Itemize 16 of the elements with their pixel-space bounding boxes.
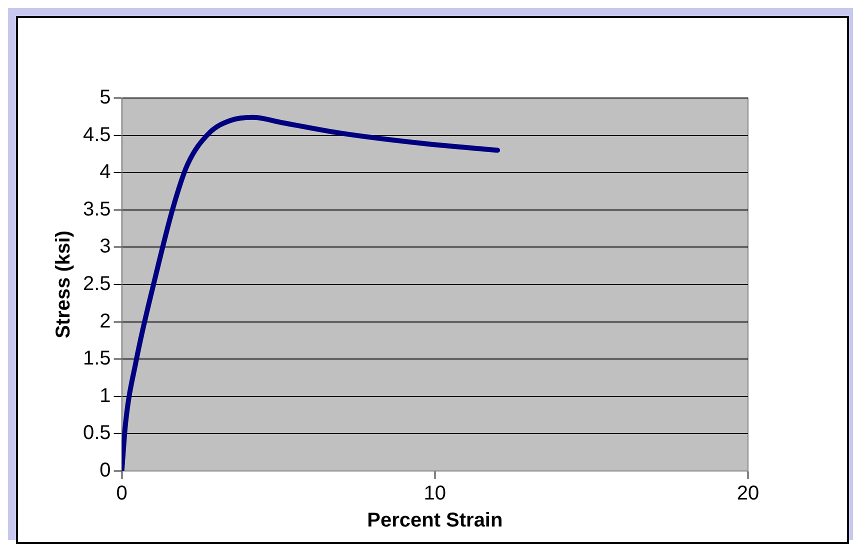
x-tick-label: 20 — [736, 482, 760, 505]
y-tick-label: 5 — [100, 86, 111, 109]
x-axis-title: Percent Strain — [367, 510, 503, 532]
y-tick-label: 2.5 — [82, 273, 111, 296]
x-tick-label: 0 — [116, 482, 128, 505]
y-tick-label: 0 — [100, 460, 111, 482]
y-tick-label: 4.5 — [82, 124, 111, 146]
y-tick-label: 4 — [100, 161, 111, 184]
y-tick-label: 0.5 — [82, 422, 111, 444]
y-tick-label: 2 — [100, 310, 111, 332]
y-tick-label: 3 — [100, 236, 111, 258]
y-tick-label: 1.5 — [82, 348, 111, 370]
y-axis-title: Stress (ksi) — [52, 230, 75, 338]
x-tick-label: 10 — [424, 482, 446, 505]
y-tick-label: 3.5 — [82, 198, 111, 220]
y-tick-label: 1 — [100, 384, 111, 407]
